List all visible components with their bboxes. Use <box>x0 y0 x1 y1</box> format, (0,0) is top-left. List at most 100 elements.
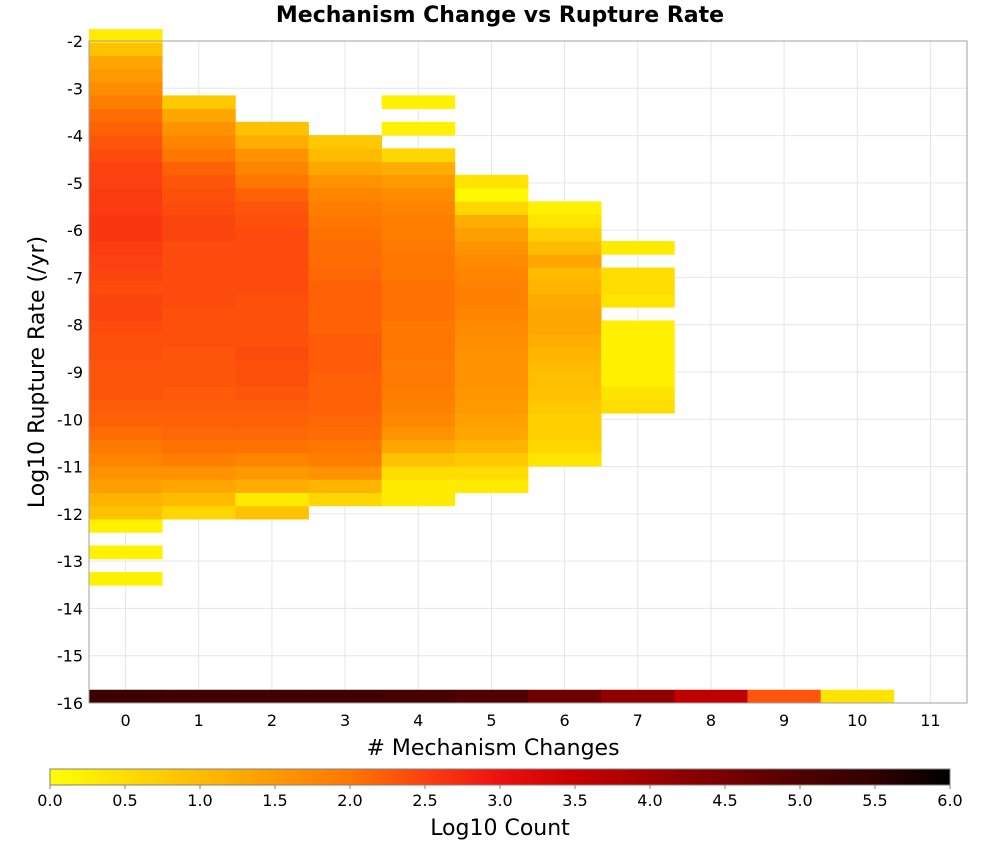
baseline-cell <box>820 689 895 703</box>
heatmap-cell <box>235 386 309 401</box>
heatmap-cell <box>454 360 529 374</box>
heatmap-cell <box>308 174 383 189</box>
heatmap-cell <box>89 505 163 520</box>
heatmap-cell <box>162 201 236 215</box>
heatmap-cell <box>89 267 163 282</box>
heatmap-cell <box>235 188 309 202</box>
heatmap-cell <box>454 307 529 321</box>
x-axis-ticks: 0 1 2 3 4 5 6 7 8 9 10 11 <box>120 711 940 730</box>
x-tick-label: 2 <box>267 711 277 730</box>
heatmap-cell <box>89 572 163 586</box>
heatmap-cell <box>235 479 309 493</box>
heatmap-cell <box>454 227 529 242</box>
heatmap-cell <box>528 201 602 215</box>
heatmap-cell <box>89 333 163 348</box>
baseline-cell <box>381 689 456 703</box>
heatmap-cell <box>528 267 602 282</box>
heatmap-cell <box>308 426 383 441</box>
heatmap-cell <box>89 108 163 123</box>
heatmap-cell <box>528 320 602 335</box>
heatmap-cell <box>162 95 236 110</box>
baseline-cell <box>528 689 602 703</box>
heatmap-cell <box>235 135 309 149</box>
y-tick-label: -4 <box>67 127 83 146</box>
heatmap-cell <box>308 386 383 401</box>
heatmap-cell <box>528 254 602 268</box>
x-tick-label: 1 <box>194 711 204 730</box>
baseline-cell <box>308 689 383 703</box>
heatmap-cell <box>381 148 456 162</box>
baseline-cell <box>747 689 822 703</box>
heatmap-cell <box>162 280 236 295</box>
heatmap-cell <box>381 399 456 414</box>
heatmap-cell <box>162 188 236 202</box>
heatmap-cell <box>601 399 675 414</box>
heatmap-cell <box>528 214 602 229</box>
heatmap-cell <box>89 545 163 560</box>
x-tick-label: 10 <box>847 711 867 730</box>
heatmap-cell <box>601 320 675 335</box>
heatmap-cell <box>528 333 602 348</box>
heatmap-cell <box>89 201 163 215</box>
heatmap-cell <box>308 161 383 176</box>
colorbar-tick-label: 2.0 <box>337 791 362 810</box>
heatmap-cell <box>89 479 163 493</box>
colorbar-ticks: 0.0 0.5 1.0 1.5 2.0 2.5 3.0 3.5 4.0 4.5 5.0 5.5 6.0 <box>37 785 963 810</box>
heatmap-cell <box>308 452 383 467</box>
heatmap-cell <box>528 360 602 374</box>
heatmap-cell <box>162 174 236 189</box>
heatmap-cell <box>308 227 383 242</box>
heatmap-cell <box>162 479 236 493</box>
heatmap-cell <box>89 293 163 308</box>
heatmap-cell <box>381 161 456 176</box>
heatmap-cell <box>454 479 529 493</box>
heatmap-cell <box>454 201 529 215</box>
colorbar-tick-label: 2.5 <box>412 791 437 810</box>
heatmap-cell <box>235 426 309 441</box>
x-tick-label: 8 <box>706 711 716 730</box>
colorbar-tick-label: 6.0 <box>937 791 962 810</box>
y-tick-label: -7 <box>67 268 83 287</box>
heatmap-cell <box>308 320 383 335</box>
heatmap-cell <box>528 386 602 401</box>
heatmap-cell <box>89 346 163 361</box>
x-tick-label: 5 <box>486 711 496 730</box>
heatmap-cell <box>454 373 529 388</box>
heatmap-cell <box>235 505 309 520</box>
heatmap-cell <box>89 55 163 70</box>
heatmap-cell <box>308 241 383 255</box>
heatmap-cell <box>454 346 529 361</box>
plot-frame <box>88 40 968 704</box>
heatmap-cell <box>308 466 383 480</box>
x-tick-label: 0 <box>120 711 130 730</box>
colorbar <box>49 768 951 786</box>
heatmap-cell <box>381 452 456 467</box>
y-tick-label: -5 <box>67 174 83 193</box>
y-tick-label: -8 <box>67 316 83 335</box>
heatmap-cells <box>89 29 675 586</box>
heatmap-cell <box>308 399 383 414</box>
heatmap-cell <box>381 360 456 374</box>
heatmap-cell <box>601 386 675 401</box>
heatmap-cell <box>162 346 236 361</box>
x-tick-label: 3 <box>340 711 350 730</box>
heatmap-cell <box>528 413 602 427</box>
heatmap-cell <box>89 241 163 255</box>
heatmap-cell <box>454 188 529 202</box>
heatmap-cell <box>89 121 163 136</box>
x-tick-label: 11 <box>920 711 940 730</box>
heatmap-cell <box>89 68 163 83</box>
heatmap-cell <box>89 29 163 43</box>
heatmap-cell <box>162 320 236 335</box>
x-tick-label: 7 <box>633 711 643 730</box>
heatmap-cell <box>381 254 456 268</box>
colorbar-label: Log10 Count <box>430 816 570 841</box>
heatmap-cell <box>89 320 163 335</box>
heatmap-cell <box>601 360 675 374</box>
heatmap-cell <box>381 373 456 388</box>
heatmap-cell <box>89 42 163 57</box>
heatmap-cell <box>601 346 675 361</box>
y-axis-label: Log10 Rupture Rate (/yr) <box>25 236 50 508</box>
heatmap-cell <box>235 267 309 282</box>
heatmap-cell <box>381 293 456 308</box>
